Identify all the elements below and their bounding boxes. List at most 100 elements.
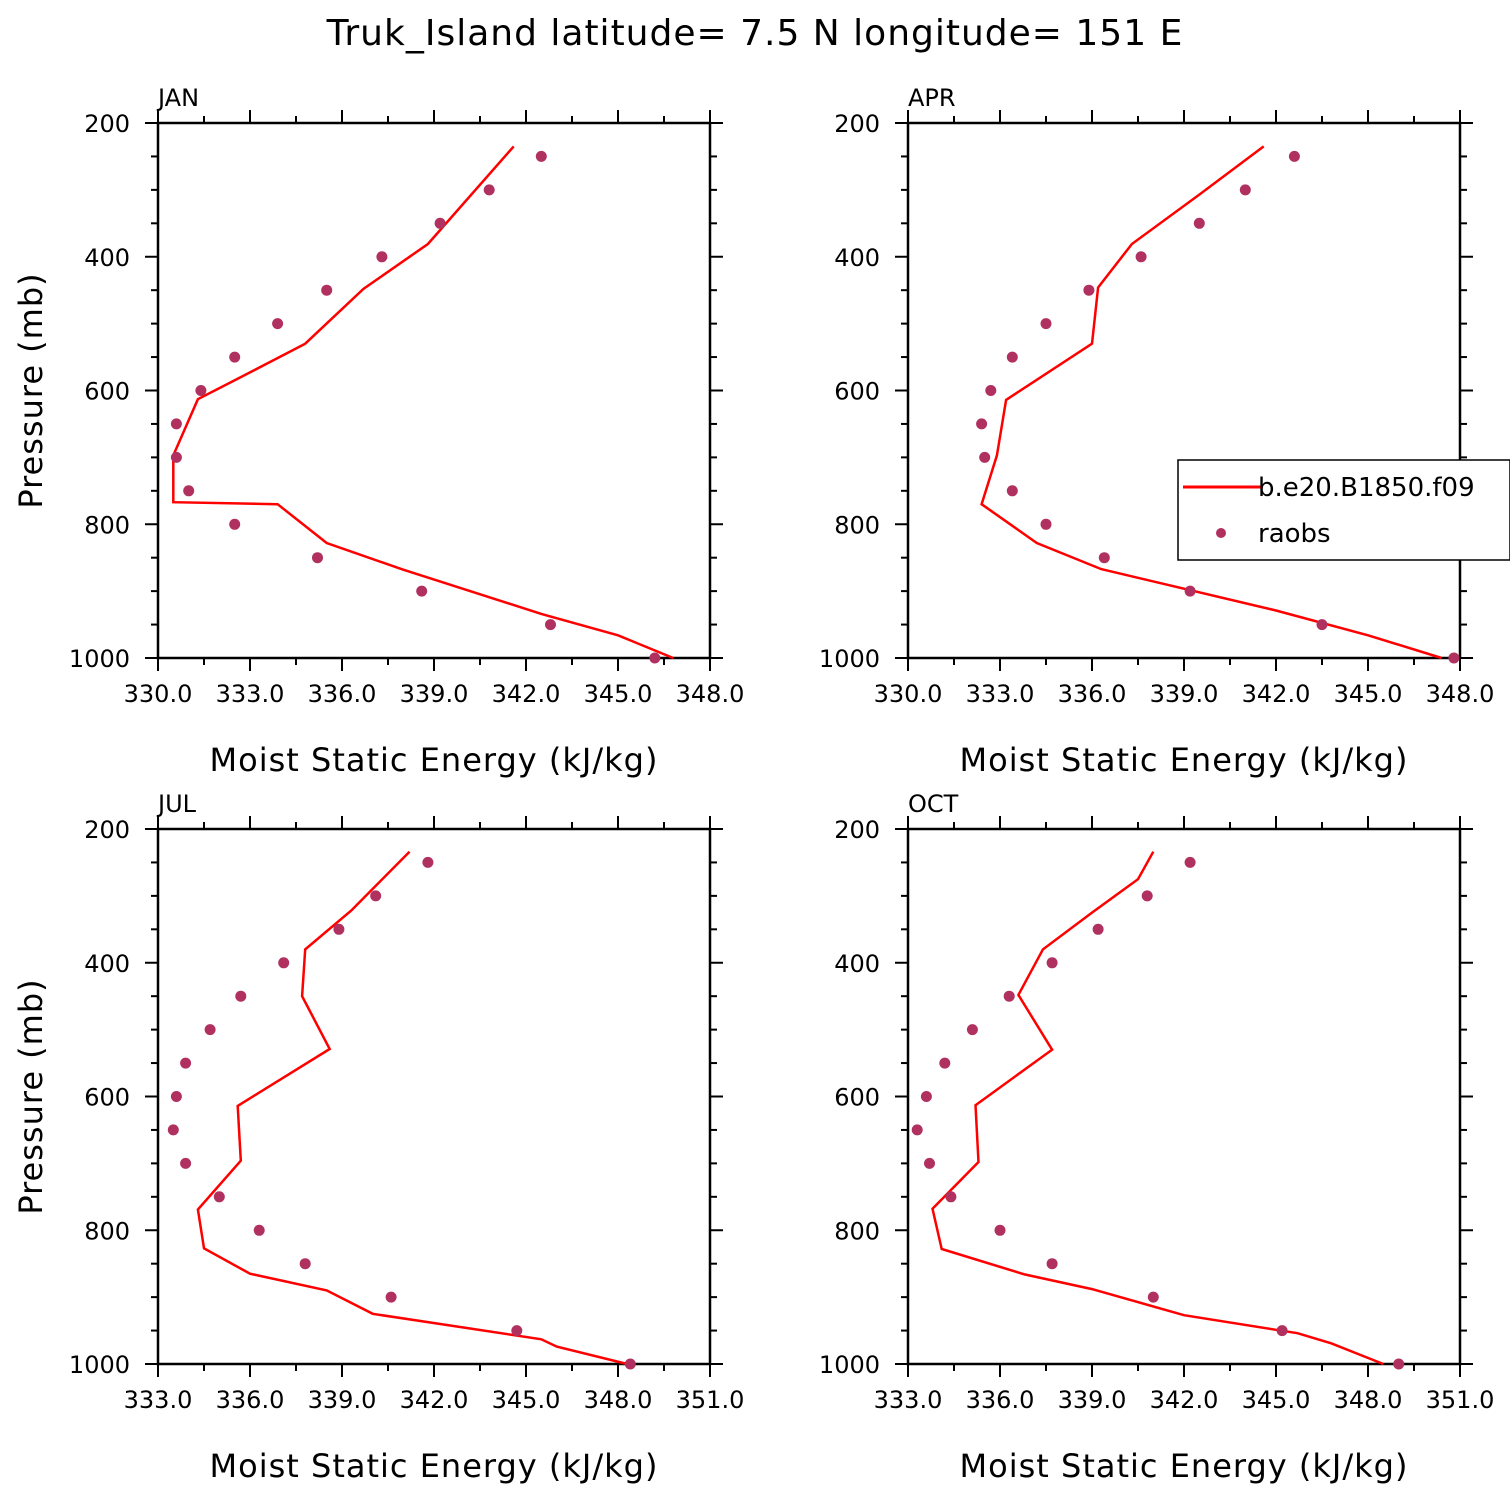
panel-oct: OCT 200 400 600 800 1000 333.0 336.0 339.0 342.0 3… xyxy=(819,790,1494,1485)
y-tick-label: 600 xyxy=(834,378,880,406)
obs-point xyxy=(994,1224,1006,1236)
obs-point xyxy=(170,1091,182,1102)
x-tick-label: 330.0 xyxy=(874,680,943,708)
obs-point xyxy=(1184,856,1196,868)
y-tick-label: 200 xyxy=(84,816,130,844)
obs-point xyxy=(321,284,333,296)
obs-point xyxy=(511,1325,523,1337)
y-tick-label: 800 xyxy=(84,511,130,539)
panel-label: JUL xyxy=(156,790,197,818)
obs-point xyxy=(229,518,241,530)
obs-point xyxy=(976,418,988,430)
obs-point xyxy=(213,1191,225,1203)
obs-point xyxy=(1239,184,1251,196)
obs-point xyxy=(535,150,547,162)
obs-point xyxy=(1288,150,1300,162)
x-tick-label: 333.0 xyxy=(124,1386,193,1414)
series-model-line xyxy=(980,145,1442,660)
plot-frame xyxy=(156,121,712,660)
legend-box xyxy=(1177,459,1510,561)
obs-point xyxy=(376,251,388,263)
x-tick-label: 348.0 xyxy=(584,1386,653,1414)
obs-point xyxy=(649,652,661,664)
obs-point xyxy=(1046,957,1058,969)
obs-point xyxy=(333,923,345,935)
x-tick-label: 348.0 xyxy=(676,680,745,708)
plot-frame xyxy=(906,827,1462,1366)
obs-point xyxy=(235,990,247,1002)
obs-point xyxy=(924,1157,935,1169)
plot-frame xyxy=(156,827,712,1366)
y-tick-label: 600 xyxy=(834,1084,880,1112)
obs-point xyxy=(1083,284,1095,296)
panel-jul: JUL 200 400 600 800 1000 333.0 336.0 339.0 342.0 3… xyxy=(12,790,744,1485)
x-tick-label: 342.0 xyxy=(400,1386,469,1414)
x-axis-label: Moist Static Energy (kJ/kg) xyxy=(210,741,659,779)
panel-apr: APR 200 400 600 800 1000 330.0 333.0 336.0 339.0 3… xyxy=(819,84,1494,779)
x-tick-label: 330.0 xyxy=(124,680,193,708)
y-axis-label: Pressure (mb) xyxy=(12,272,50,508)
obs-point xyxy=(1046,1258,1058,1270)
x-tick-label: 336.0 xyxy=(216,1386,285,1414)
x-tick-label: 345.0 xyxy=(1334,680,1403,708)
y-tick-label: 1000 xyxy=(819,1351,880,1379)
obs-point xyxy=(1316,619,1328,631)
obs-point xyxy=(434,217,446,229)
x-tick-label: 339.0 xyxy=(1058,1386,1127,1414)
obs-point xyxy=(422,856,434,868)
y-tick-label: 200 xyxy=(84,110,130,138)
obs-point xyxy=(253,1224,265,1236)
x-tick-label: 336.0 xyxy=(308,680,377,708)
x-tick-label: 339.0 xyxy=(308,1386,377,1414)
x-tick-label: 336.0 xyxy=(966,1386,1035,1414)
legend-model-label: b.e20.B1850.f09 xyxy=(1258,473,1475,503)
y-tick-label: 400 xyxy=(84,244,130,272)
x-tick-label: 345.0 xyxy=(492,1386,561,1414)
y-tick-label: 400 xyxy=(84,950,130,978)
obs-point xyxy=(1040,518,1052,530)
legend-obs-label: raobs xyxy=(1258,519,1331,549)
x-axis-label: Moist Static Energy (kJ/kg) xyxy=(960,1447,1409,1485)
panel-label: JAN xyxy=(156,84,199,112)
y-tick-label: 1000 xyxy=(69,645,130,673)
x-tick-label: 333.0 xyxy=(966,680,1035,708)
x-tick-label: 348.0 xyxy=(1334,1386,1403,1414)
obs-point xyxy=(920,1091,932,1102)
obs-point xyxy=(272,318,284,330)
legend-obs-marker xyxy=(1216,528,1226,538)
x-tick-label: 333.0 xyxy=(216,680,285,708)
y-tick-label: 600 xyxy=(84,378,130,406)
legend: b.e20.B1850.f09 raobs xyxy=(1177,459,1510,561)
series-model-line xyxy=(931,851,1384,1366)
obs-point xyxy=(1393,1358,1405,1370)
obs-point xyxy=(1092,923,1104,935)
obs-point xyxy=(1006,351,1018,363)
obs-point xyxy=(180,1157,192,1169)
obs-point xyxy=(229,351,241,363)
obs-point xyxy=(1276,1325,1288,1337)
obs-point xyxy=(1006,485,1018,497)
obs-point xyxy=(985,385,997,396)
obs-point xyxy=(1147,1291,1159,1303)
x-tick-label: 348.0 xyxy=(1426,680,1495,708)
obs-point xyxy=(911,1124,923,1136)
obs-point xyxy=(966,1024,978,1036)
obs-point xyxy=(1135,251,1147,263)
x-tick-label: 345.0 xyxy=(1242,1386,1311,1414)
obs-point xyxy=(1098,552,1110,564)
obs-point xyxy=(167,1124,179,1136)
y-tick-label: 800 xyxy=(834,511,880,539)
y-tick-label: 200 xyxy=(834,816,880,844)
panels: JAN 200 400 600 800 1000 330.0 333.0 336.0 339.0 3… xyxy=(12,84,1494,1485)
x-tick-label: 351.0 xyxy=(676,1386,745,1414)
panel-label: OCT xyxy=(908,790,959,818)
x-tick-label: 342.0 xyxy=(492,680,561,708)
series-model-line xyxy=(196,850,628,1366)
obs-point xyxy=(170,418,182,430)
x-axis-label: Moist Static Energy (kJ/kg) xyxy=(960,741,1409,779)
y-tick-label: 1000 xyxy=(69,1351,130,1379)
obs-point xyxy=(180,1057,192,1069)
figure-title: Truk_Island latitude= 7.5 N longitude= 1… xyxy=(326,13,1184,54)
x-tick-label: 345.0 xyxy=(584,680,653,708)
